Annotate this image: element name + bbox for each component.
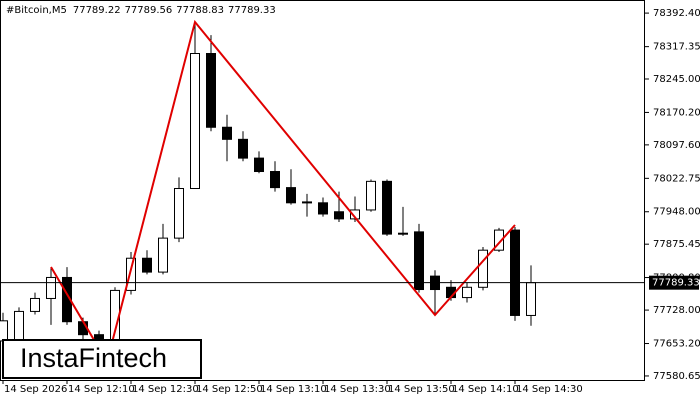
plot-frame bbox=[0, 0, 645, 381]
candle-body bbox=[126, 257, 136, 291]
candle-body bbox=[158, 237, 168, 273]
candle-body bbox=[46, 276, 56, 299]
candle-body bbox=[142, 257, 152, 273]
y-tick-label: 78097.60 bbox=[653, 140, 700, 151]
candle-body bbox=[510, 229, 520, 316]
chart-header: #Bitcoin,M5 77789.22 77789.56 77788.83 77789… bbox=[6, 5, 276, 16]
y-tick-label: 78317.35 bbox=[653, 42, 700, 53]
candle-body bbox=[190, 53, 200, 190]
candle-body bbox=[526, 282, 536, 316]
last-price-tag bbox=[649, 275, 699, 290]
candle-body bbox=[270, 171, 280, 189]
candle-body bbox=[174, 188, 184, 239]
y-tick-label: 78170.20 bbox=[653, 107, 700, 118]
candle-body bbox=[206, 53, 216, 128]
candle-body bbox=[30, 297, 40, 312]
x-tick-label: 14 Sep 14:30 bbox=[516, 384, 583, 395]
candle-body bbox=[302, 201, 312, 204]
x-tick-label: 14 Sep 13:50 bbox=[388, 384, 455, 395]
y-tick-label: 78392.40 bbox=[653, 8, 700, 19]
pattern-line bbox=[50, 19, 516, 365]
logo-box bbox=[2, 339, 202, 379]
candle-body bbox=[254, 157, 264, 173]
header-open: 77789.22 bbox=[73, 5, 121, 16]
candle-body bbox=[414, 231, 424, 291]
candle-body bbox=[286, 187, 296, 204]
candle-body bbox=[238, 138, 248, 159]
y-tick-label: 78245.00 bbox=[653, 74, 700, 85]
candle-body bbox=[222, 126, 232, 140]
y-tick-label: 77580.65 bbox=[653, 371, 700, 382]
logo: InstaFintech bbox=[20, 343, 167, 373]
y-tick-label: 77875.45 bbox=[653, 239, 700, 250]
candle-body bbox=[0, 320, 8, 342]
x-tick-label: 14 Sep 14:10 bbox=[452, 384, 519, 395]
x-tick-label: 14 Sep 12:30 bbox=[132, 384, 199, 395]
candle-body bbox=[62, 276, 72, 323]
y-tick-label: 77948.00 bbox=[653, 207, 700, 218]
candle-body bbox=[382, 180, 392, 235]
candle-body bbox=[494, 229, 504, 251]
x-tick-label: 14 Sep 12:50 bbox=[196, 384, 263, 395]
candle-body bbox=[398, 232, 408, 235]
candle-body bbox=[366, 180, 376, 211]
x-tick-label: 14 Sep 2026 bbox=[4, 384, 67, 395]
candle-body bbox=[462, 286, 472, 299]
y-tick-label: 78022.75 bbox=[653, 173, 700, 184]
header-high: 77789.56 bbox=[125, 5, 173, 16]
symbol: #Bitcoin,M5 bbox=[6, 5, 67, 16]
y-tick-label: 77653.20 bbox=[653, 339, 700, 350]
candle-body bbox=[334, 211, 344, 220]
last-price-label: 77789.33 bbox=[652, 278, 700, 289]
x-tick-label: 14 Sep 13:30 bbox=[324, 384, 391, 395]
header-low: 77788.83 bbox=[176, 5, 224, 16]
y-tick-label: 77728.00 bbox=[653, 305, 700, 316]
header-close: 77789.33 bbox=[228, 5, 276, 16]
candle-body bbox=[478, 249, 488, 288]
candle-body bbox=[318, 202, 328, 215]
x-tick-label: 14 Sep 13:10 bbox=[260, 384, 327, 395]
x-tick-label: 14 Sep 12:10 bbox=[68, 384, 135, 395]
candle-body bbox=[14, 310, 24, 341]
